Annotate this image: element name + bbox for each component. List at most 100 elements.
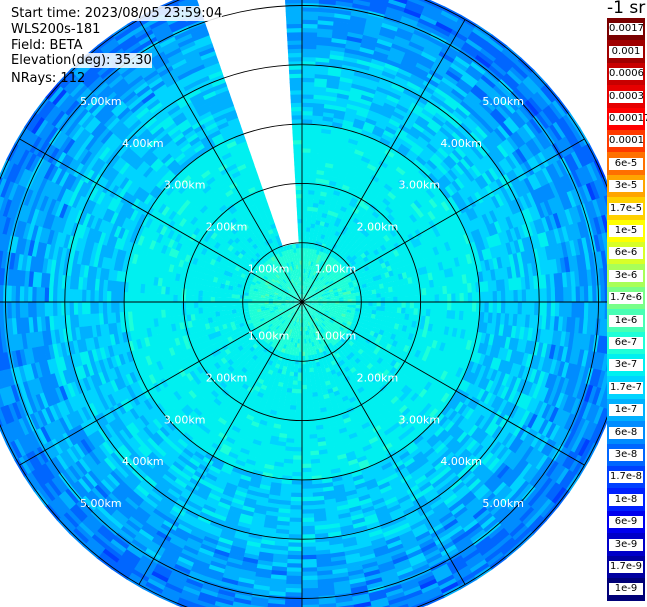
data-cell <box>365 117 378 126</box>
data-cell <box>311 270 315 276</box>
data-cell <box>341 184 351 191</box>
data-cell <box>416 21 435 34</box>
data-cell <box>388 50 405 61</box>
data-cell <box>302 31 318 37</box>
data-cell <box>400 175 411 185</box>
data-cell <box>390 114 404 125</box>
data-cell <box>397 213 407 222</box>
data-cell <box>482 44 500 60</box>
data-cell <box>313 266 317 272</box>
data-cell <box>428 139 441 151</box>
data-cell <box>354 148 365 157</box>
data-cell <box>354 251 361 259</box>
data-cell <box>470 109 485 124</box>
data-cell <box>558 302 564 318</box>
data-cell <box>424 43 442 56</box>
data-cell <box>406 224 415 234</box>
data-cell <box>348 214 356 222</box>
data-cell <box>402 56 419 67</box>
data-cell <box>380 297 386 303</box>
data-cell <box>321 212 328 219</box>
data-cell <box>379 109 393 119</box>
data-cell <box>434 150 447 162</box>
data-cell <box>449 113 464 126</box>
data-cell <box>301 451 311 456</box>
data-cell <box>346 103 359 111</box>
data-cell <box>380 74 395 84</box>
data-cell <box>410 190 421 200</box>
data-cell <box>453 163 465 176</box>
data-cell <box>447 169 459 181</box>
data-cell <box>393 207 402 217</box>
data-cell <box>444 171 456 184</box>
data-cell <box>385 164 397 174</box>
data-cell <box>315 277 320 282</box>
data-cell <box>293 438 302 444</box>
data-cell <box>498 102 514 118</box>
data-cell <box>319 281 324 286</box>
data-cell <box>317 207 324 213</box>
data-cell <box>414 118 428 130</box>
data-cell <box>292 463 302 469</box>
data-cell <box>314 190 322 196</box>
data-cell <box>425 188 436 199</box>
data-cell <box>338 139 349 147</box>
data-cell <box>398 123 411 134</box>
data-cell <box>354 203 363 211</box>
data-cell <box>336 97 349 104</box>
data-cell <box>376 302 382 307</box>
data-cell <box>479 47 497 63</box>
data-cell <box>343 52 360 60</box>
data-cell <box>293 434 302 440</box>
data-cell <box>311 131 322 138</box>
data-cell <box>312 292 317 296</box>
data-cell <box>318 286 323 290</box>
data-cell <box>357 210 365 218</box>
data-cell <box>368 192 377 201</box>
data-cell <box>313 90 327 96</box>
data-cell <box>308 177 317 183</box>
data-cell <box>438 51 456 64</box>
data-cell <box>451 193 461 206</box>
data-cell <box>318 0 337 6</box>
data-cell <box>335 0 354 8</box>
data-cell <box>465 94 480 108</box>
data-cell <box>422 302 427 310</box>
data-cell <box>314 282 319 287</box>
data-cell <box>473 106 488 121</box>
data-cell <box>400 120 414 131</box>
data-cell <box>307 282 311 287</box>
data-cell <box>378 113 391 123</box>
data-cell <box>392 79 408 90</box>
data-cell <box>302 139 312 145</box>
data-cell <box>410 73 426 85</box>
data-cell <box>413 199 423 210</box>
data-cell <box>302 148 311 153</box>
data-cell <box>336 92 350 100</box>
data-cell <box>412 98 427 109</box>
data-cell <box>440 160 452 173</box>
data-cell <box>357 249 365 256</box>
data-cell <box>472 27 491 42</box>
data-cell <box>446 36 465 50</box>
data-cell <box>376 163 387 173</box>
data-cell <box>448 91 464 105</box>
data-cell <box>309 173 317 179</box>
data-cell <box>306 268 310 274</box>
data-cell <box>422 6 442 19</box>
data-cell <box>310 148 320 154</box>
data-cell <box>437 163 449 176</box>
data-cell <box>545 105 561 123</box>
data-cell <box>548 102 564 121</box>
data-cell <box>385 205 394 215</box>
data-cell <box>359 98 373 107</box>
data-cell <box>428 69 445 81</box>
data-cell <box>320 275 325 281</box>
data-cell <box>305 359 309 365</box>
data-cell <box>484 94 500 109</box>
data-cell <box>416 184 427 195</box>
data-cell <box>335 0 355 4</box>
data-cell <box>302 127 313 133</box>
data-cell <box>348 200 357 208</box>
data-cell <box>467 292 473 303</box>
